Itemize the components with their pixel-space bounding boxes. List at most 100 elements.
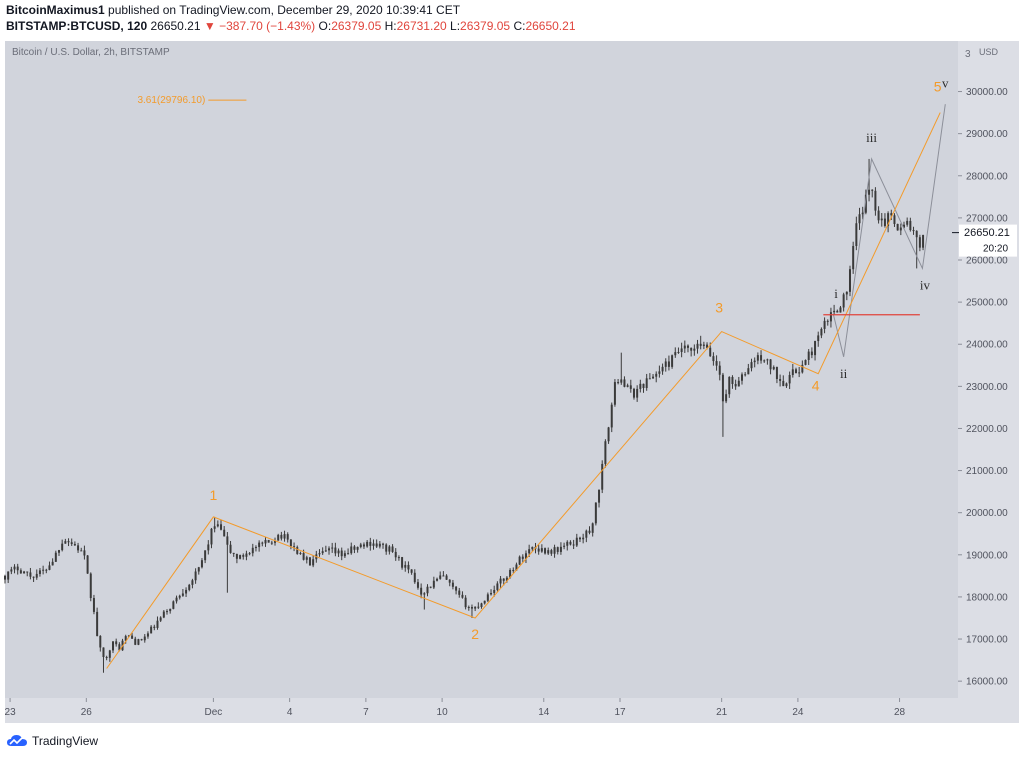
candle	[191, 578, 194, 589]
candle	[772, 365, 775, 371]
candle	[582, 533, 585, 544]
candle	[277, 533, 280, 541]
candle	[906, 217, 909, 227]
open-value: 26379.05	[331, 19, 382, 33]
candle	[343, 550, 346, 558]
y-tick-label: 18000.00	[966, 592, 1008, 603]
candle	[594, 502, 597, 526]
candle	[775, 366, 778, 384]
x-tick-label: 24	[792, 707, 804, 718]
primary-wave-label: 5	[934, 79, 942, 95]
candle	[652, 374, 655, 379]
open-label: O:	[318, 19, 332, 33]
price-chart[interactable]: Bitcoin / U.S. Dollar, 2h, BITSTAMP 3 US…	[0, 38, 1024, 728]
candle	[200, 558, 203, 569]
candle	[445, 574, 448, 580]
candle	[613, 379, 616, 407]
candle	[855, 216, 858, 251]
x-tick-label: 28	[894, 707, 906, 718]
published-text: published on TradingView.com, December 2…	[108, 3, 461, 17]
y-tick-label: 22000.00	[966, 424, 1008, 435]
candle	[407, 561, 410, 574]
candle	[607, 426, 610, 444]
candle	[4, 574, 6, 584]
candle	[245, 550, 248, 561]
candle	[112, 641, 115, 654]
y-tick-label: 27000.00	[966, 213, 1008, 224]
candle	[569, 540, 572, 546]
candle	[80, 547, 83, 552]
x-tick-label: 23	[5, 707, 17, 718]
candle	[794, 367, 797, 374]
last-price-marker: 26650.21 20:20	[952, 224, 1017, 257]
candle	[728, 376, 731, 398]
candle	[426, 584, 429, 597]
candle	[207, 540, 210, 555]
candle	[455, 586, 458, 595]
symbol-label: BITSTAMP:BTCUSD, 120	[6, 19, 148, 33]
x-tick-label: Dec	[204, 707, 222, 718]
candle	[747, 363, 750, 375]
candle	[312, 555, 315, 568]
y-tick-label: 16000.00	[966, 677, 1008, 688]
candle	[166, 609, 169, 615]
tradingview-logo[interactable]: TradingView	[6, 734, 98, 748]
low-label: L:	[450, 19, 461, 33]
candle	[140, 638, 143, 641]
candle	[823, 317, 826, 334]
candle	[436, 577, 439, 582]
down-arrow-icon: ▼	[203, 19, 216, 33]
candle	[397, 555, 400, 561]
y-tick-label: 19000.00	[966, 550, 1008, 561]
candle	[48, 561, 51, 571]
candle	[429, 586, 432, 589]
primary-wave-line	[106, 112, 941, 669]
primary-wave-label: 1	[209, 487, 217, 503]
candle	[632, 387, 635, 400]
candle	[92, 594, 95, 615]
axis-corner	[958, 698, 1019, 723]
candle	[159, 616, 162, 623]
candle	[493, 585, 496, 597]
candle	[696, 339, 699, 354]
primary-wave-label: 2	[471, 626, 479, 642]
candle	[248, 551, 251, 556]
candle	[861, 206, 864, 220]
candle	[410, 569, 413, 575]
tradingview-cloud-icon	[7, 735, 27, 746]
chart-header: BitcoinMaximus1 published on TradingView…	[0, 0, 1024, 38]
candle	[7, 571, 10, 583]
y-tick-label: 20000.00	[966, 508, 1008, 519]
chart-title: Bitcoin / U.S. Dollar, 2h, BITSTAMP	[12, 47, 170, 58]
time-axis[interactable]	[5, 698, 958, 723]
candle	[181, 589, 184, 597]
price-axis[interactable]	[958, 41, 1019, 698]
candle	[70, 538, 73, 546]
candle	[286, 532, 289, 543]
candle	[677, 347, 680, 354]
candle	[680, 342, 683, 358]
candle	[416, 578, 419, 590]
candle	[372, 539, 375, 550]
candle	[699, 335, 702, 350]
candle	[251, 543, 254, 557]
fib-target-label: 3.61(29796.10)	[137, 95, 205, 106]
candle	[356, 546, 359, 553]
candle	[671, 354, 674, 369]
author-name[interactable]: BitcoinMaximus1	[6, 3, 105, 17]
candle	[893, 213, 896, 227]
candle	[220, 519, 223, 531]
plot-background[interactable]	[5, 41, 958, 698]
candle	[115, 638, 118, 647]
candle	[490, 589, 493, 596]
chart-area[interactable]: Bitcoin / U.S. Dollar, 2h, BITSTAMP 3 US…	[0, 38, 1024, 728]
candle	[359, 542, 362, 549]
candle	[16, 563, 19, 575]
candle	[877, 206, 880, 224]
candle	[899, 223, 902, 236]
candle	[760, 350, 763, 364]
candle	[664, 358, 667, 372]
candle	[267, 539, 270, 543]
candle	[731, 375, 734, 389]
